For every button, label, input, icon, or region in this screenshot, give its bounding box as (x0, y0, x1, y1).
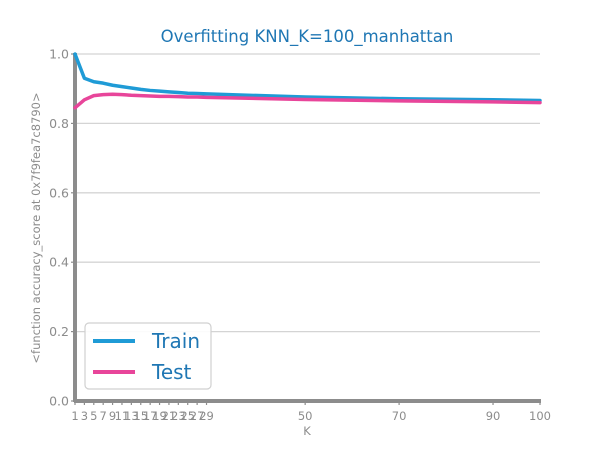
x-tick-label: 23 (171, 409, 186, 423)
x-tick-label: 1 (71, 409, 78, 423)
x-tick-label: 100 (529, 409, 551, 423)
x-tick-label: 9 (109, 409, 116, 423)
x-tick-label: 27 (190, 409, 205, 423)
legend-label: Test (151, 360, 192, 384)
x-tick-label: 5 (90, 409, 97, 423)
x-tick-label: 7 (100, 409, 107, 423)
x-tick-label: 21 (162, 409, 177, 423)
y-tick-label: 0.6 (49, 185, 69, 200)
x-tick-label: 29 (199, 409, 214, 423)
y-tick-labels: 0.0 0.2 0.4 0.6 0.8 1.0 (49, 47, 69, 409)
y-tick-label: 0.4 (49, 255, 69, 270)
series-line-test (73, 92, 542, 110)
y-tick-label: 0.0 (49, 394, 69, 409)
x-tick-label: 15 (133, 409, 148, 423)
legend-label: Train (151, 329, 200, 353)
x-tick-label: 17 (143, 409, 158, 423)
x-tick-label: 11 (115, 409, 130, 423)
legend: Train Test (84, 322, 212, 390)
x-tick-label: 90 (486, 409, 501, 423)
x-tick-label: 13 (124, 409, 139, 423)
y-tick-label: 0.8 (49, 116, 69, 131)
axes (71, 53, 541, 405)
gridlines (75, 53, 540, 333)
x-tick-label: 50 (298, 409, 313, 423)
series-line-train (73, 52, 542, 103)
y-tick-label: 0.2 (49, 324, 69, 339)
chart-title: Overfitting KNN_K=100_manhattan (161, 27, 454, 47)
x-tick-label: 25 (180, 409, 195, 423)
x-axis-label: K (303, 424, 311, 438)
x-tick-label: 19 (152, 409, 167, 423)
y-axis-label: <function accuracy_score at 0x7f9fea7c87… (29, 92, 43, 363)
y-tick-label: 1.0 (49, 47, 69, 62)
x-tick-label: 3 (81, 409, 88, 423)
series-lines (73, 52, 542, 110)
x-tick-label: 70 (392, 409, 407, 423)
